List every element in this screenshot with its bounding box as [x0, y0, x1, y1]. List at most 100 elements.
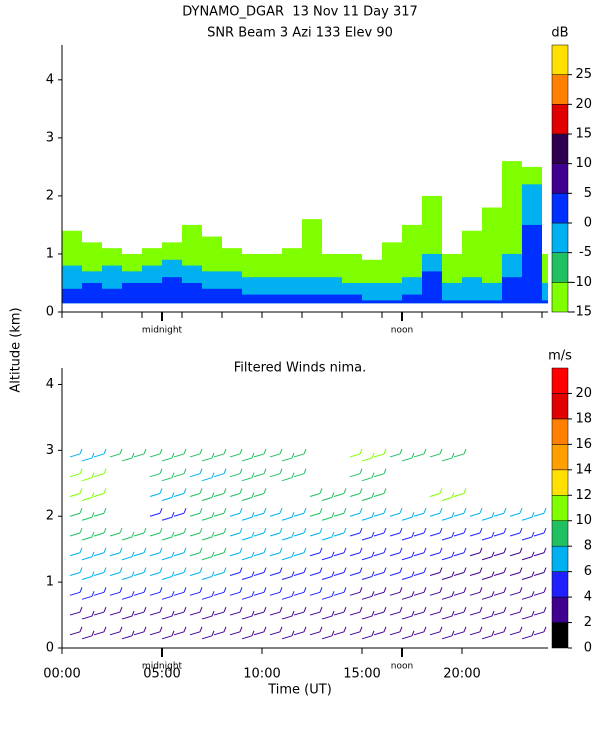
barb-flag [279, 527, 283, 534]
barb-staff [81, 516, 93, 521]
barb-flag [451, 452, 455, 459]
barb-flag [543, 587, 547, 593]
barb-staff [229, 492, 241, 497]
barb-staff [269, 453, 281, 458]
echo-cell [222, 288, 242, 304]
barb-staff [213, 492, 225, 497]
wind-barb [149, 547, 187, 561]
barb-staff [201, 615, 213, 620]
barb-flag [359, 547, 363, 553]
barb-staff [441, 516, 453, 521]
x-tick-label: 15:00 [343, 667, 380, 682]
barb-staff [493, 631, 505, 636]
barb-flag [159, 547, 163, 553]
barb-flag [479, 547, 483, 553]
wind-barb [509, 527, 547, 541]
wind-barb [389, 508, 427, 521]
wind-barb [469, 606, 507, 620]
wind-barb [389, 606, 427, 620]
barb-staff [173, 512, 185, 517]
barb-staff [293, 611, 305, 616]
x-tick-label: 05:00 [143, 667, 180, 682]
barb-staff [293, 572, 305, 577]
barb-staff [69, 473, 81, 478]
barb-flag [251, 551, 255, 557]
barb-staff [389, 591, 401, 596]
barb-staff [349, 631, 361, 636]
barb-flag [359, 488, 363, 494]
wind-barb [189, 547, 227, 561]
barb-staff [213, 631, 225, 636]
barb-staff [493, 572, 505, 577]
barb-flag [79, 468, 83, 474]
barb-flag [479, 527, 483, 534]
barb-staff [521, 576, 533, 581]
wind-barb [309, 587, 347, 600]
barb-staff [229, 453, 241, 458]
barb-staff [81, 635, 93, 640]
barb-staff [253, 611, 265, 616]
barb-staff [441, 496, 453, 501]
barb-flag [159, 527, 163, 534]
echo-cell [182, 282, 202, 304]
echo-cell [302, 294, 322, 304]
barb-flag [371, 512, 375, 518]
barb-staff [93, 631, 105, 636]
barb-flag [291, 472, 295, 478]
barb-staff [93, 512, 105, 517]
barb-staff [173, 532, 185, 537]
barb-flag [171, 551, 175, 557]
y-tick-label: 4 [46, 377, 54, 392]
barb-flag [199, 587, 203, 593]
barb-flag [543, 606, 547, 613]
barb-staff [69, 512, 81, 517]
barb-flag [451, 630, 455, 637]
wind-barb [69, 448, 107, 462]
colorbar-tick-label: 6 [584, 564, 592, 579]
barb-staff [321, 496, 333, 501]
wind-barb [149, 468, 187, 482]
wind-barb [309, 508, 347, 521]
barb-staff [309, 572, 321, 577]
barb-flag [399, 448, 403, 455]
barb-staff [493, 591, 505, 596]
y-tick-label: 1 [46, 575, 54, 590]
barb-flag [199, 547, 203, 553]
echo-cell [62, 288, 82, 304]
barb-staff [333, 611, 345, 616]
barb-flag [543, 547, 547, 553]
echo-cell [382, 282, 402, 304]
barb-staff [509, 552, 521, 557]
barb-staff [229, 473, 241, 478]
barb-flag [119, 626, 123, 633]
barb-flag [223, 606, 227, 613]
echo-cell [262, 294, 282, 304]
barb-staff [521, 536, 533, 541]
barb-staff [161, 595, 173, 600]
barb-staff [109, 631, 121, 636]
barb-staff [241, 457, 253, 462]
barb-staff [189, 473, 201, 478]
barb-staff [389, 453, 401, 458]
barb-staff [69, 572, 81, 577]
y-tick-label: 2 [46, 509, 54, 524]
barb-flag [131, 531, 135, 538]
colorbar-tick-label: -5 [579, 245, 592, 260]
barb-flag [411, 512, 415, 518]
barb-flag [531, 551, 535, 557]
barb-staff [333, 492, 345, 497]
barb-flag [131, 551, 135, 557]
barb-flag [439, 488, 443, 494]
barb-flag [291, 630, 295, 637]
barb-staff [241, 496, 253, 501]
colorbar-tick-label: 25 [575, 67, 592, 82]
barb-staff [309, 591, 321, 596]
barb-staff [413, 552, 425, 557]
wind-barb [69, 508, 107, 521]
barb-staff [241, 556, 253, 561]
barb-staff [413, 572, 425, 577]
barb-flag [399, 547, 403, 553]
barb-flag [183, 468, 187, 474]
barb-flag [383, 606, 387, 613]
barb-flag [383, 488, 387, 494]
